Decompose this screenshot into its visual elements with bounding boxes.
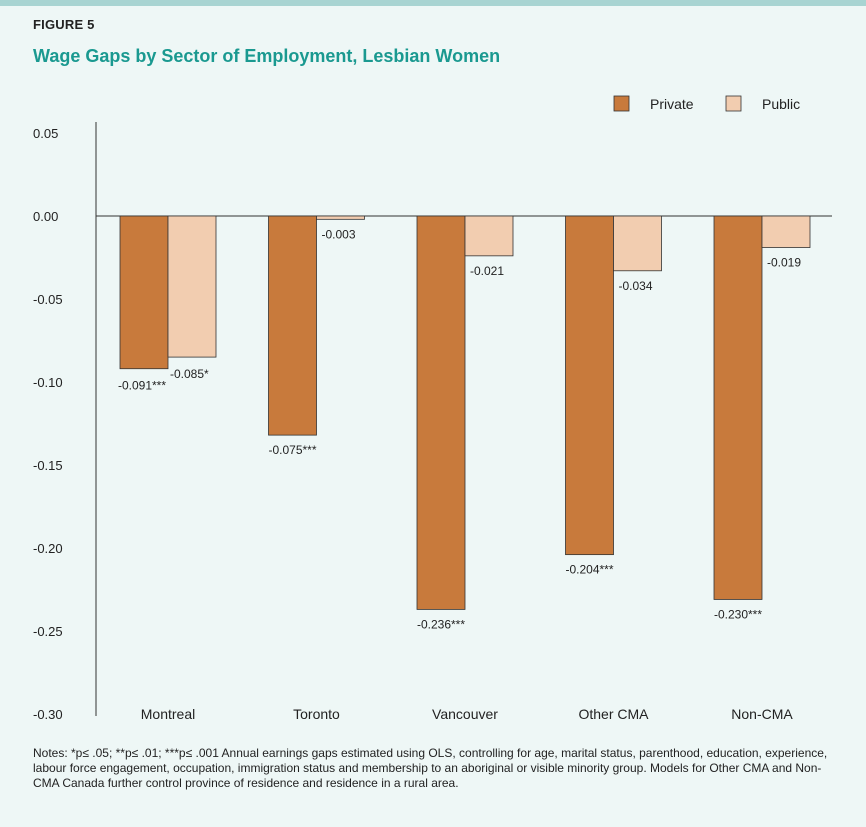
- legend: Private Public: [613, 95, 800, 112]
- public-bar: [316, 215, 365, 220]
- chart-notes: Notes: *p≤ .05; **p≤ .01; ***p≤ .001 Ann…: [33, 746, 828, 790]
- public-bar: [613, 215, 662, 272]
- top-accent-bar: [0, 0, 866, 6]
- y-tick-label: -0.25: [33, 624, 63, 639]
- legend-label: Public: [762, 96, 800, 112]
- y-tick-label: -0.15: [33, 458, 63, 473]
- bar-value-label: -0.091***: [118, 379, 166, 393]
- y-tick-label: -0.05: [33, 292, 63, 307]
- y-tick-label: -0.10: [33, 375, 63, 390]
- private-bar: [268, 215, 317, 436]
- x-tick-label: Non-CMA: [731, 706, 793, 722]
- bar-value-label: -0.003: [322, 227, 356, 241]
- legend-label: Private: [650, 96, 694, 112]
- y-tick-label: -0.20: [33, 541, 63, 556]
- x-tick-label: Toronto: [293, 706, 340, 722]
- chart-title: Wage Gaps by Sector of Employment, Lesbi…: [33, 46, 501, 66]
- bar-value-label: -0.236***: [417, 617, 465, 631]
- bar-value-label: -0.034: [619, 279, 653, 293]
- bar-value-label: -0.204***: [565, 563, 613, 577]
- private-bar: [416, 215, 466, 610]
- public-bar: [464, 215, 514, 257]
- x-axis: Montreal Toronto Vancouver Other CMA Non-CMA: [141, 706, 794, 722]
- y-tick-label: 0.05: [33, 126, 58, 141]
- bar-chart: 0.05 0.00 -0.05 -0.10 -0.15 -0.20 -0.25 -0.30 -…: [33, 95, 832, 722]
- public-bar: [167, 215, 217, 358]
- bar-value-label: -0.085*: [170, 367, 209, 381]
- bars-group: -0.091*** -0.085* -0.075*** -0.003 -0.236***…: [118, 215, 811, 631]
- bar-value-label: -0.021: [470, 264, 504, 278]
- figure-label: FIGURE 5: [33, 17, 95, 32]
- private-bar: [565, 215, 614, 556]
- legend-swatch-private: [613, 95, 630, 112]
- x-tick-label: Vancouver: [432, 706, 498, 722]
- y-tick-label: -0.30: [33, 707, 63, 722]
- private-bar: [119, 215, 169, 370]
- bar-value-label: -0.230***: [714, 607, 762, 621]
- x-tick-label: Montreal: [141, 706, 195, 722]
- private-bar: [713, 215, 763, 600]
- x-tick-label: Other CMA: [578, 706, 649, 722]
- legend-swatch-public: [725, 95, 742, 112]
- public-bar: [761, 215, 811, 248]
- y-tick-label: 0.00: [33, 209, 58, 224]
- bar-value-label: -0.019: [767, 256, 801, 270]
- bar-value-label: -0.075***: [268, 443, 316, 457]
- y-axis: 0.05 0.00 -0.05 -0.10 -0.15 -0.20 -0.25 -0.30: [33, 122, 832, 722]
